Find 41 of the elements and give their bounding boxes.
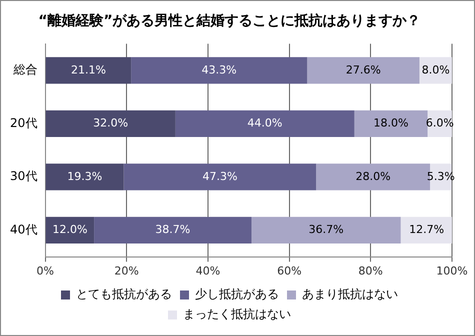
data-label: 28.0% [356,170,391,183]
data-label: 19.3% [67,170,102,183]
x-tick-label: 60% [277,264,302,278]
data-label: 47.3% [202,170,238,183]
data-label: 36.7% [308,223,344,236]
bar [175,110,354,137]
legend-label: 少し抵抗がある [195,287,279,302]
data-label: 43.3% [202,63,237,76]
y-tick-label: 30代 [10,169,38,184]
bar [46,216,94,244]
bar [307,57,420,84]
bar [131,57,308,84]
data-label: 12.0% [52,223,88,236]
data-label: 12.7% [409,223,444,236]
y-tick-label: 20代 [10,116,38,130]
x-tick-label: 100% [436,264,468,278]
data-label: 8.0% [422,63,450,76]
data-label: 32.0% [93,116,128,130]
legend-label: あまり抵抗はない [302,287,398,302]
bar [400,216,452,244]
bar [251,216,401,244]
data-label: 38.7% [155,223,190,236]
data-label: 21.1% [70,63,106,76]
y-tick-label: 総合 [12,62,38,77]
bar [124,164,316,190]
legend-label: まったく抵抗はない [183,307,291,322]
bar [354,110,428,137]
bar [94,216,252,244]
data-label: 18.0% [374,116,408,130]
data-label: 27.6% [346,63,381,76]
chart-title: “離婚経験”がある男性と結婚することに抵抗はありますか？ [38,13,421,30]
x-tick-label: 80% [358,264,383,278]
bar [46,164,124,190]
y-tick-label: 40代 [10,222,38,236]
data-label: 44.0% [247,116,282,130]
x-tick-label: 0% [36,264,54,278]
bar [46,110,176,137]
x-tick-label: 40% [196,264,220,278]
bar [46,57,132,84]
legend-label: とても抵抗がある [76,287,172,302]
x-tick-label: 20% [114,264,139,278]
